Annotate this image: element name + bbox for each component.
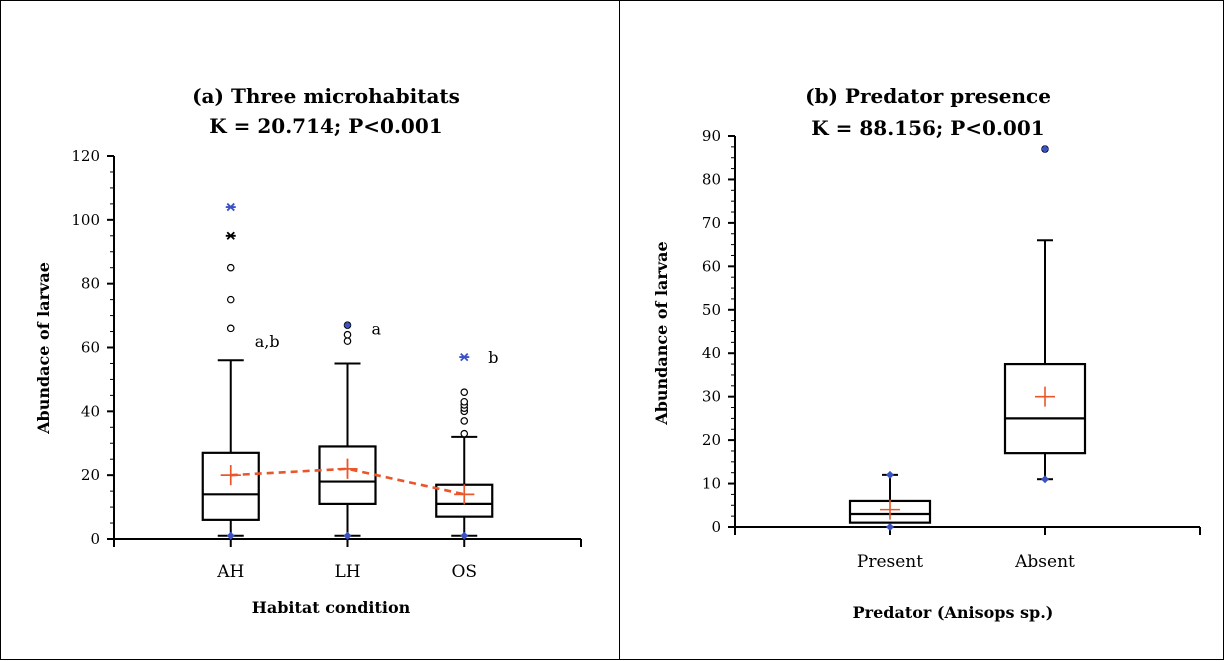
mean-marker xyxy=(880,499,900,520)
outlier-point xyxy=(460,397,469,406)
outlier-point xyxy=(460,429,469,438)
outlier-point xyxy=(460,417,469,425)
extreme-point xyxy=(459,352,470,362)
mean-marker xyxy=(454,484,475,505)
x-tick-label: AH xyxy=(216,562,244,582)
y-tick-label: 10 xyxy=(702,475,721,493)
box xyxy=(201,451,260,521)
max-marker xyxy=(886,470,894,479)
chart-three-microhabitats: (a) Three microhabitats K = 20.714; P<0.… xyxy=(34,84,582,617)
outlier-point xyxy=(226,324,235,333)
outlier-point xyxy=(460,388,469,396)
y-tick-label: 0 xyxy=(711,518,721,536)
group-letter-label: a,b xyxy=(255,332,280,351)
y-tick-label: 0 xyxy=(90,530,100,548)
mean-trend-line xyxy=(230,467,465,496)
min-marker xyxy=(886,523,894,531)
y-tick-label: 50 xyxy=(702,301,721,319)
outlier-point xyxy=(343,330,352,339)
y-tick-label: 20 xyxy=(702,431,721,449)
y-tick-label: 30 xyxy=(702,388,721,406)
mean-marker xyxy=(220,465,241,486)
outlier-point xyxy=(226,295,235,304)
mean-marker xyxy=(337,458,358,479)
chart-title: (a) Three microhabitats xyxy=(192,84,460,108)
group-letter-label: b xyxy=(488,348,498,367)
y-axis-label: Abundance of larvae xyxy=(652,241,671,425)
y-tick-label: 70 xyxy=(702,214,721,232)
min-marker xyxy=(343,531,352,540)
y-tick-label: 40 xyxy=(81,402,100,420)
y-tick-label: 80 xyxy=(81,275,100,293)
max-marker xyxy=(344,321,351,329)
mean-marker xyxy=(1035,386,1055,407)
chart-predator-presence: (b) Predator presence K = 88.156; P<0.00… xyxy=(652,84,1201,622)
panel-predator-presence: (b) Predator presence K = 88.156; P<0.00… xyxy=(619,0,1224,660)
extreme-point xyxy=(225,231,236,240)
y-tick-label: 20 xyxy=(81,466,100,484)
x-axis-label: Predator (Anisops sp.) xyxy=(853,603,1054,622)
y-axis-label: Abundace of larvae xyxy=(34,262,53,435)
panel-three-microhabitats: (a) Three microhabitats K = 20.714; P<0.… xyxy=(0,0,620,660)
extreme-point xyxy=(225,202,236,212)
y-tick-label: 80 xyxy=(702,170,721,188)
chart-subtitle: K = 20.714; P<0.001 xyxy=(209,114,442,138)
y-tick-label: 60 xyxy=(81,339,100,357)
y-tick-label: 120 xyxy=(71,147,100,165)
x-tick-label: Present xyxy=(857,552,923,572)
y-tick-label: 60 xyxy=(702,257,721,275)
x-tick-label: LH xyxy=(334,562,360,582)
outlier-point xyxy=(343,337,352,345)
group-letter-label: a xyxy=(372,319,382,338)
box xyxy=(1003,362,1087,455)
min-marker xyxy=(460,531,469,540)
outlier-point xyxy=(226,263,235,272)
x-tick-label: Absent xyxy=(1014,552,1075,572)
x-tick-label: OS xyxy=(451,562,477,582)
min-marker xyxy=(226,531,235,540)
y-tick-label: 40 xyxy=(702,344,721,362)
chart-title: (b) Predator presence xyxy=(805,84,1051,108)
x-axis-label: Habitat condition xyxy=(252,598,411,617)
y-tick-label: 90 xyxy=(702,127,721,145)
y-tick-label: 100 xyxy=(71,211,100,229)
min-marker xyxy=(1041,475,1049,484)
max-marker xyxy=(1041,145,1049,154)
chart-subtitle: K = 88.156; P<0.001 xyxy=(811,116,1044,140)
